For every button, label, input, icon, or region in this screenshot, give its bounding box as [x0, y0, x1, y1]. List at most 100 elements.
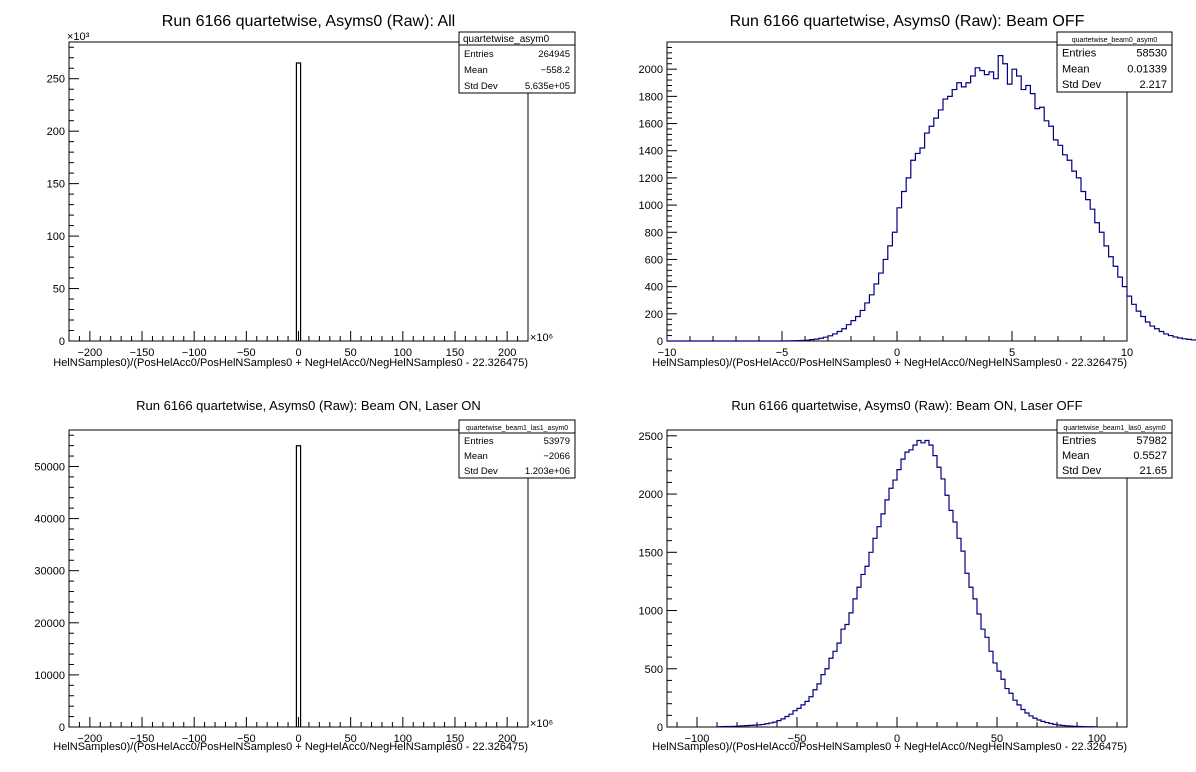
x-tick-label: 100 — [394, 347, 412, 359]
stats-row-value: 0.5527 — [1133, 450, 1167, 462]
chart-panel-2: Run 6166 quartetwise, Asyms0 (Raw): Beam… — [639, 13, 1196, 369]
y-tick-label: 2500 — [639, 431, 663, 443]
x-tick-label: 50 — [345, 733, 357, 745]
histogram-series — [667, 54, 1196, 342]
y-tick-label: 0 — [657, 336, 663, 348]
stats-row-label: Mean — [1062, 450, 1090, 462]
x-tick-label: 150 — [446, 733, 464, 745]
stats-row-value: 2.217 — [1139, 79, 1167, 91]
y-tick-label: 250 — [47, 74, 65, 86]
x-tick-label: 50 — [345, 347, 357, 359]
x-tick-label: 0 — [295, 347, 301, 359]
stats-box: quartetwise_asym0 Entries 264945 Mean −558.2… — [458, 31, 576, 94]
stats-box: quartetwise_beam0_asym0 Entries 58530 Mean 0… — [1056, 31, 1173, 93]
stats-row-value: 1.203e+06 — [525, 466, 570, 477]
stats-row-value: 53979 — [544, 436, 570, 447]
histogram-series — [716, 439, 1098, 728]
y-tick-label: 600 — [645, 254, 663, 266]
x-axis-label: HelNSamples0)/(PosHelAcc0/PosHelNSamples… — [53, 357, 528, 369]
x-tick-label: 200 — [498, 733, 516, 745]
y-tick-label: 500 — [645, 664, 663, 676]
y-tick-label: 20000 — [34, 618, 65, 630]
stats-row-label: Std Dev — [1062, 79, 1102, 91]
x-tick-label: −100 — [182, 347, 207, 359]
x-tick-label: −10 — [658, 347, 677, 359]
y-tick-label: 800 — [645, 227, 663, 239]
stats-row-label: Std Dev — [1062, 465, 1102, 477]
stats-row-label: Entries — [464, 436, 494, 447]
x-axis-label: HelNSamples0)/(PosHelAcc0/PosHelNSamples… — [652, 357, 1127, 369]
stats-row-label: Entries — [1062, 435, 1097, 447]
stats-box-frame — [1056, 419, 1173, 479]
x-tick-label: 0 — [894, 347, 900, 359]
stats-box: quartetwise_beam1_las0_asym0 Entries 57982… — [1056, 419, 1173, 479]
x-tick-label: 150 — [446, 347, 464, 359]
chart-title: Run 6166 quartetwise, Asyms0 (Raw): All — [162, 13, 455, 30]
stats-box-frame — [1056, 31, 1173, 93]
stats-row-value: −558.2 — [541, 65, 570, 76]
y-tick-label: 200 — [47, 126, 65, 138]
stats-row-label: Entries — [464, 49, 494, 60]
x-tick-label: −100 — [182, 733, 207, 745]
x-tick-label: −5 — [776, 347, 789, 359]
x-tick-label: 10 — [1121, 347, 1133, 359]
stats-row-label: Mean — [464, 451, 488, 462]
y-tick-label: 0 — [657, 722, 663, 734]
y-tick-label: 50 — [53, 284, 65, 296]
stats-row-value: 21.65 — [1139, 465, 1167, 477]
y-tick-label: 100 — [47, 231, 65, 243]
chart-title: Run 6166 quartetwise, Asyms0 (Raw): Beam… — [730, 13, 1085, 30]
x-tick-label: 5 — [1009, 347, 1015, 359]
x-tick-label: 0 — [295, 733, 301, 745]
x-tick-label: −100 — [685, 733, 710, 745]
y-multiplier: ×10³ — [67, 31, 90, 43]
y-tick-label: 50000 — [34, 461, 65, 473]
y-tick-label: 1200 — [639, 173, 663, 185]
y-tick-label: 1800 — [639, 91, 663, 103]
stats-row-value: −2066 — [543, 451, 570, 462]
x-tick-label: 0 — [894, 733, 900, 745]
x-tick-label: −50 — [788, 733, 807, 745]
chart-panel-4: Run 6166 quartetwise, Asyms0 (Raw): Beam… — [639, 398, 1173, 753]
chart-title: Run 6166 quartetwise, Asyms0 (Raw): Beam… — [136, 398, 481, 413]
x-tick-label: −50 — [237, 733, 256, 745]
x-tick-label: 200 — [498, 347, 516, 359]
y-tick-label: 400 — [645, 282, 663, 294]
stats-row-label: Mean — [464, 65, 488, 76]
stats-row-label: Std Dev — [464, 466, 498, 477]
x-multiplier: ×10⁶ — [530, 332, 553, 344]
y-tick-label: 0 — [59, 722, 65, 734]
x-tick-label: −200 — [77, 347, 102, 359]
x-tick-label: −50 — [237, 347, 256, 359]
y-tick-label: 200 — [645, 309, 663, 321]
x-tick-label: −150 — [130, 347, 155, 359]
stats-box-name: quartetwise_asym0 — [463, 34, 550, 45]
x-tick-label: 100 — [394, 733, 412, 745]
y-tick-label: 10000 — [34, 670, 65, 682]
y-tick-label: 2000 — [639, 64, 663, 76]
stats-box-name: quartetwise_beam0_asym0 — [1072, 37, 1158, 44]
stats-box-frame — [458, 31, 576, 94]
y-tick-label: 1500 — [639, 547, 663, 559]
stats-box-name: quartetwise_beam1_las1_asym0 — [466, 425, 568, 432]
y-tick-label: 150 — [47, 179, 65, 191]
stats-box: quartetwise_beam1_las1_asym0 Entries 53979… — [458, 419, 576, 479]
stats-row-value: 5.635e+05 — [525, 81, 570, 92]
y-tick-label: 40000 — [34, 514, 65, 526]
stats-row-value: 58530 — [1136, 48, 1167, 60]
stats-row-label: Std Dev — [464, 81, 498, 92]
y-tick-label: 0 — [59, 336, 65, 348]
x-tick-label: 100 — [1088, 733, 1106, 745]
chart-panel-3: Run 6166 quartetwise, Asyms0 (Raw): Beam… — [34, 398, 576, 753]
stats-row-label: Mean — [1062, 63, 1090, 75]
x-tick-label: 50 — [991, 733, 1003, 745]
stats-row-value: 264945 — [538, 49, 570, 60]
stats-row-value: 0.01339 — [1127, 63, 1167, 75]
y-tick-label: 30000 — [34, 566, 65, 578]
chart-panel-1: Run 6166 quartetwise, Asyms0 (Raw): All −… — [47, 13, 576, 369]
y-tick-label: 1000 — [639, 200, 663, 212]
x-tick-label: −200 — [77, 733, 102, 745]
histogram-bar — [295, 62, 302, 341]
stats-row-value: 57982 — [1136, 435, 1167, 447]
y-tick-label: 1400 — [639, 146, 663, 158]
